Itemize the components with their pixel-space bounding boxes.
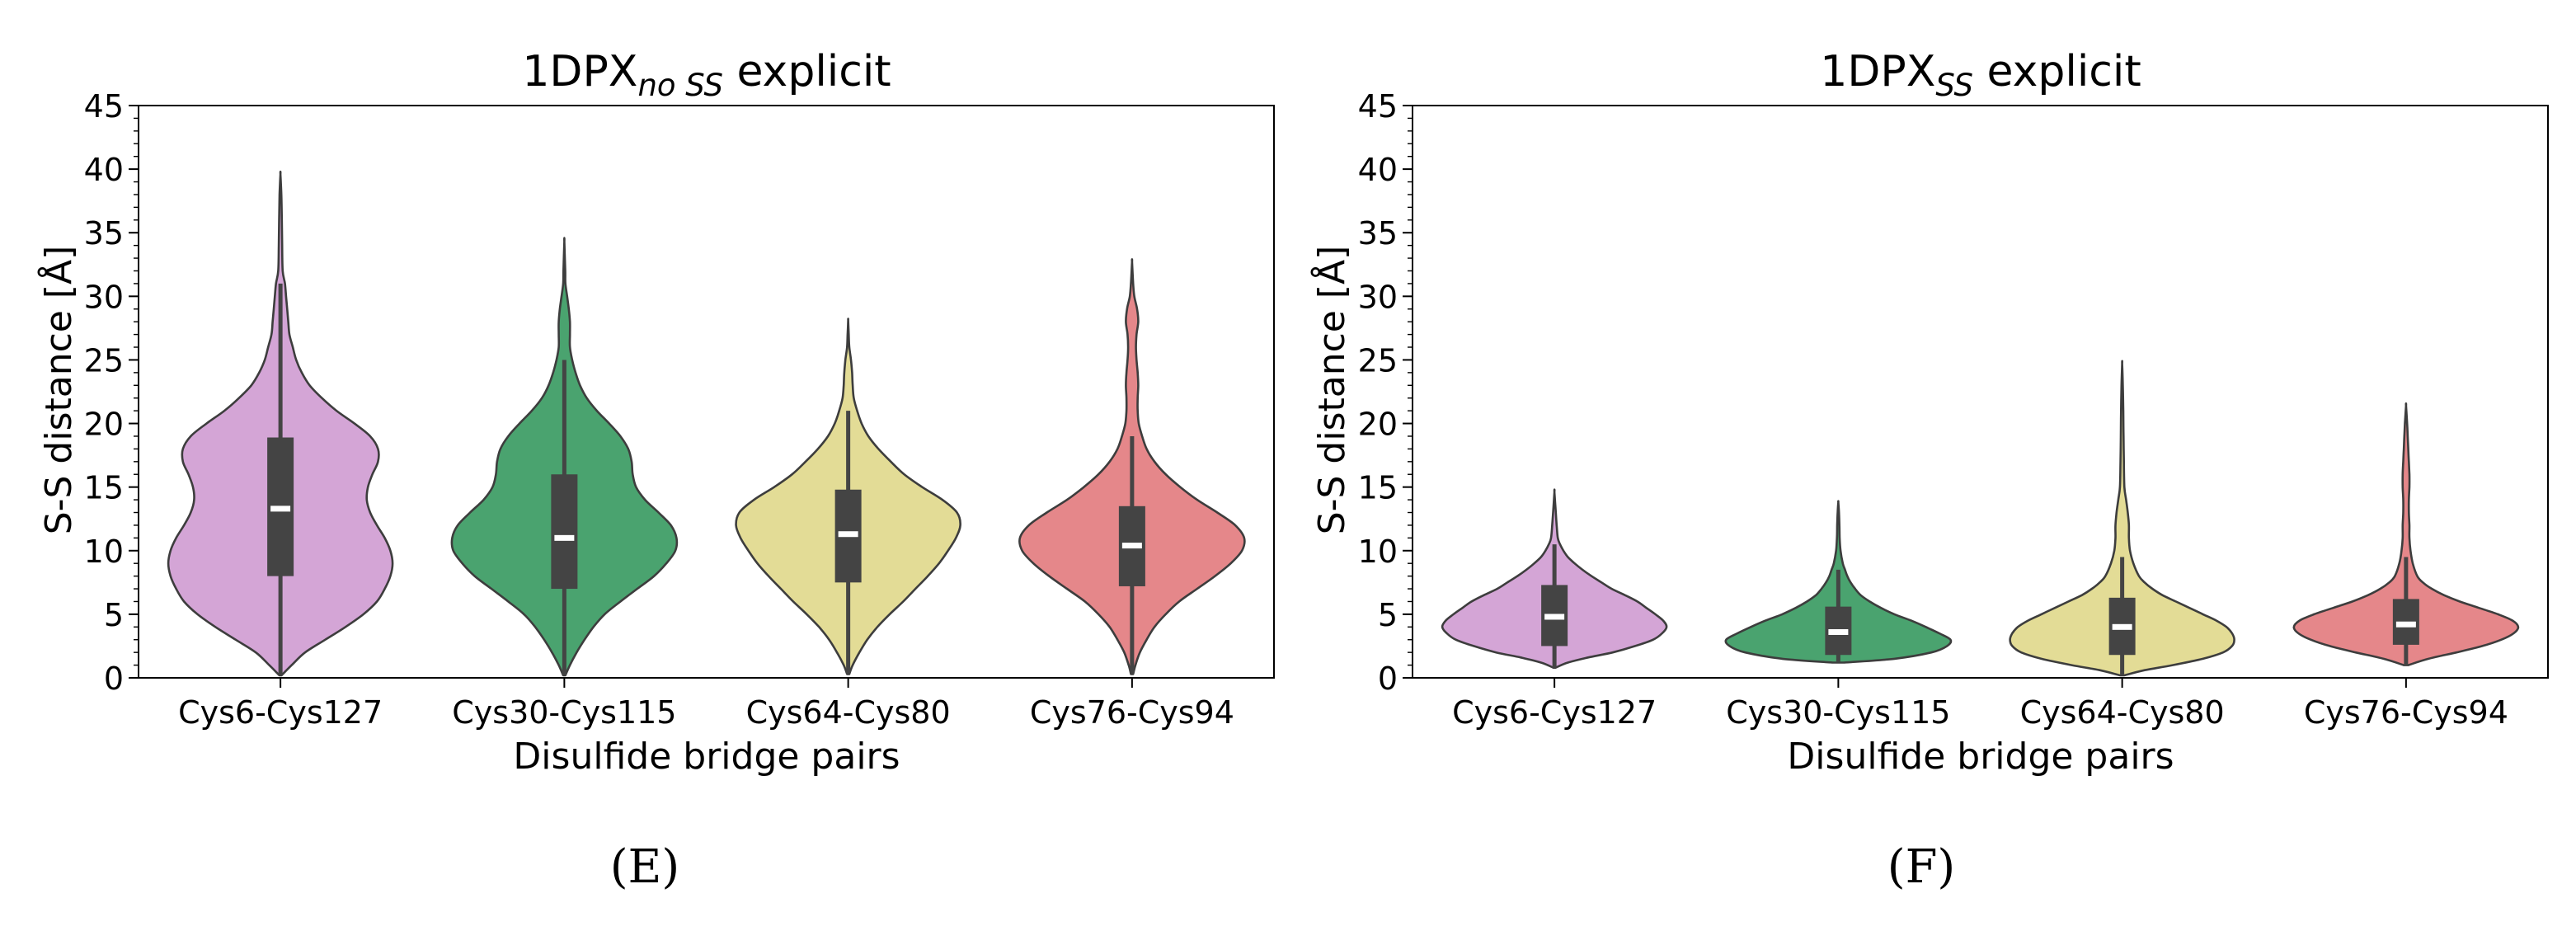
y-tick-label: 20 bbox=[1358, 407, 1398, 443]
y-tick-label: 15 bbox=[84, 470, 124, 506]
axes-frame-e bbox=[138, 105, 1275, 679]
y-tick-label: 5 bbox=[1378, 597, 1398, 633]
violin-cys76-cys94 bbox=[2292, 402, 2520, 666]
median-marker bbox=[554, 534, 575, 541]
y-tick-label: 25 bbox=[84, 342, 124, 379]
x-tick-label: Cys30-Cys115 bbox=[452, 694, 676, 731]
x-axis-label-e: Disulfide bridge pairs bbox=[513, 736, 900, 778]
y-tick-label: 15 bbox=[1358, 470, 1398, 506]
y-tick-label: 10 bbox=[1358, 534, 1398, 570]
x-tick-label: Cys76-Cys94 bbox=[2304, 694, 2508, 731]
panel-label-f: (F) bbox=[1887, 840, 1956, 894]
y-tick-label: 40 bbox=[1358, 152, 1398, 188]
chart-title-e: 1DPXno SS explicit bbox=[522, 47, 891, 103]
axes-frame-f bbox=[1412, 105, 2549, 679]
y-tick-label: 25 bbox=[1358, 342, 1398, 379]
y-tick-label: 20 bbox=[84, 407, 124, 443]
panel-label-e: (E) bbox=[610, 840, 680, 894]
x-ticks-e: Cys6-Cys127 Cys30-Cys115 Cys64-Cys80 Cys76-… bbox=[178, 678, 1234, 731]
median-marker bbox=[1544, 614, 1565, 620]
panel-f: 0 5 10 15 20 25 30 35 40 45 Cys6-Cys127 Cys30-Cys1… bbox=[1309, 47, 2549, 894]
y-tick-label: 45 bbox=[84, 88, 124, 125]
chart-title-f: 1DPXSS explicit bbox=[1820, 47, 2141, 103]
violin-cys64-cys80 bbox=[2009, 360, 2235, 677]
y-tick-label: 30 bbox=[84, 279, 124, 315]
x-tick-label: Cys6-Cys127 bbox=[1452, 694, 1657, 731]
y-tick-label: 35 bbox=[84, 215, 124, 252]
y-ticks-e: 0 5 10 15 20 25 30 35 40 45 bbox=[84, 88, 139, 697]
median-marker bbox=[838, 531, 858, 538]
x-tick-label: Cys64-Cys80 bbox=[746, 694, 951, 731]
x-tick-label: Cys76-Cys94 bbox=[1030, 694, 1234, 731]
y-ticks-f: 0 5 10 15 20 25 30 35 40 45 bbox=[1358, 88, 1413, 697]
median-marker bbox=[270, 505, 291, 512]
y-tick-label: 0 bbox=[104, 661, 124, 697]
y-axis-label-e: S-S distance [Å] bbox=[36, 246, 80, 535]
x-tick-label: Cys6-Cys127 bbox=[178, 694, 383, 731]
y-tick-label: 5 bbox=[104, 597, 124, 633]
median-marker bbox=[2395, 621, 2416, 628]
iqr-box bbox=[551, 474, 578, 590]
y-tick-label: 35 bbox=[1358, 215, 1398, 252]
y-tick-label: 45 bbox=[1358, 88, 1398, 125]
panel-e: 0 5 10 15 20 25 30 35 40 45 Cys6-Cys127 Cys30-Cys1… bbox=[36, 47, 1275, 894]
x-ticks-f: Cys6-Cys127 Cys30-Cys115 Cys64-Cys80 Cys76-… bbox=[1452, 678, 2508, 731]
median-marker bbox=[1121, 543, 1142, 549]
median-marker bbox=[2112, 623, 2132, 630]
x-tick-label: Cys64-Cys80 bbox=[2020, 694, 2225, 731]
y-tick-label: 30 bbox=[1358, 279, 1398, 315]
y-tick-label: 10 bbox=[84, 534, 124, 570]
y-tick-label: 0 bbox=[1378, 661, 1398, 697]
violins-e bbox=[167, 170, 1246, 677]
y-axis-label-f: S-S distance [Å] bbox=[1309, 246, 1353, 535]
x-axis-label-f: Disulfide bridge pairs bbox=[1787, 736, 2174, 778]
x-tick-label: Cys30-Cys115 bbox=[1726, 694, 1950, 731]
median-marker bbox=[1828, 628, 1849, 635]
y-tick-label: 40 bbox=[84, 152, 124, 188]
violins-f bbox=[1441, 360, 2520, 677]
